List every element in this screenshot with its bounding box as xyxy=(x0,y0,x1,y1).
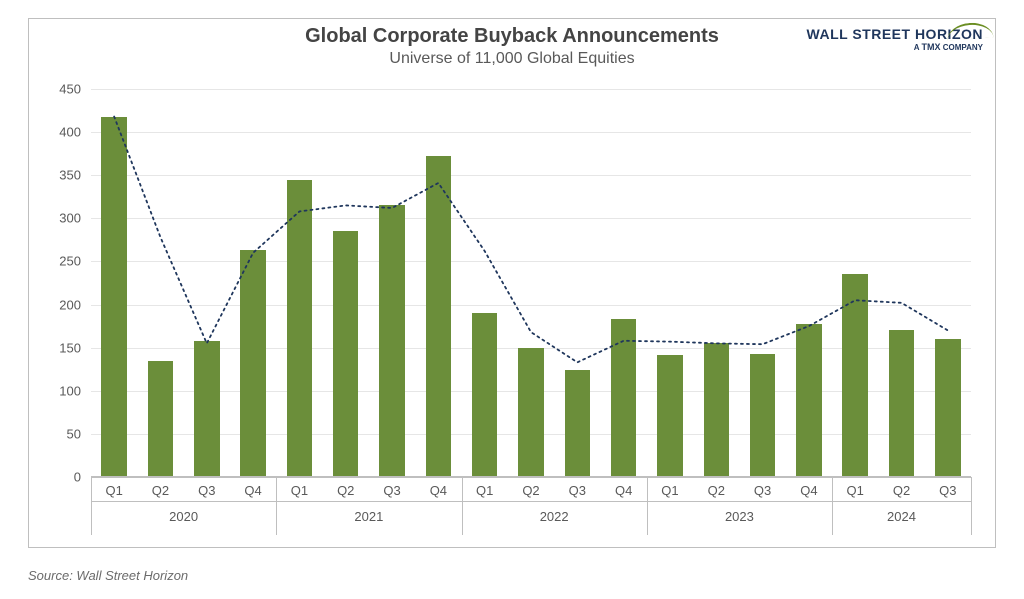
y-tick-label: 300 xyxy=(59,211,81,226)
bar-slot: Q1 xyxy=(832,89,878,477)
brand-logo-sub: A TMX COMPANY xyxy=(807,43,983,52)
group-separator xyxy=(832,477,833,535)
brand-logo-sub-brand: TMX xyxy=(921,42,940,52)
chart-subtitle: Universe of 11,000 Global Equities xyxy=(29,50,995,68)
bar xyxy=(796,324,821,477)
bar xyxy=(657,355,682,477)
bar-slot: Q4 xyxy=(786,89,832,477)
year-label: 2024 xyxy=(887,509,916,524)
bar-slot: Q1 xyxy=(462,89,508,477)
x-tick-label: Q3 xyxy=(754,483,771,498)
bar xyxy=(287,180,312,477)
bar-slot: Q3 xyxy=(184,89,230,477)
bar-slot: Q4 xyxy=(415,89,461,477)
y-tick-label: 400 xyxy=(59,125,81,140)
year-label: 2020 xyxy=(169,509,198,524)
bar-slot: Q4 xyxy=(600,89,646,477)
bar xyxy=(379,205,404,477)
x-tick-label: Q1 xyxy=(476,483,493,498)
bar-slot: Q3 xyxy=(739,89,785,477)
group-separator xyxy=(276,477,277,535)
bar xyxy=(565,370,590,477)
x-tick-label: Q3 xyxy=(939,483,956,498)
year-label: 2022 xyxy=(540,509,569,524)
y-tick-label: 350 xyxy=(59,168,81,183)
bar xyxy=(426,156,451,477)
y-tick-label: 200 xyxy=(59,297,81,312)
chart-frame: Global Corporate Buyback Announcements U… xyxy=(28,18,996,548)
x-tick-label: Q1 xyxy=(661,483,678,498)
page: Global Corporate Buyback Announcements U… xyxy=(0,0,1024,599)
x-tick-label: Q3 xyxy=(569,483,586,498)
year-label: 2023 xyxy=(725,509,754,524)
bar-slot: Q2 xyxy=(323,89,369,477)
bar xyxy=(889,330,914,477)
bar-slot: Q3 xyxy=(925,89,971,477)
bar xyxy=(750,354,775,477)
bar xyxy=(704,343,729,478)
bar-slot: Q1 xyxy=(91,89,137,477)
bar-slot: Q2 xyxy=(693,89,739,477)
group-separator xyxy=(462,477,463,535)
gridline xyxy=(91,477,971,478)
year-group-labels: 2020 2021 2022 2023 2024 xyxy=(91,503,971,535)
x-tick-label: Q3 xyxy=(383,483,400,498)
x-tick-label: Q3 xyxy=(198,483,215,498)
y-tick-label: 150 xyxy=(59,340,81,355)
bar xyxy=(101,117,126,477)
y-tick-label: 0 xyxy=(74,470,81,485)
bar-slot: Q3 xyxy=(369,89,415,477)
bar-slot: Q2 xyxy=(508,89,554,477)
bar xyxy=(611,319,636,477)
bars-row: Q1Q2Q3Q4Q1Q2Q3Q4Q1Q2Q3Q4Q1Q2Q3Q4Q1Q2Q3 xyxy=(91,89,971,477)
x-tick-label: Q4 xyxy=(244,483,261,498)
bar-slot: Q2 xyxy=(137,89,183,477)
x-axis-baseline xyxy=(91,476,971,477)
bar xyxy=(842,274,867,477)
x-tick-label: Q2 xyxy=(893,483,910,498)
bar-slot: Q4 xyxy=(230,89,276,477)
bar xyxy=(518,348,543,477)
x-tick-label: Q4 xyxy=(430,483,447,498)
bar xyxy=(333,231,358,477)
x-tick-label: Q2 xyxy=(522,483,539,498)
group-separator xyxy=(647,477,648,535)
x-tick-label: Q1 xyxy=(291,483,308,498)
y-tick-label: 100 xyxy=(59,383,81,398)
brand-logo: WALL STREET HORIZON A TMX COMPANY xyxy=(807,27,983,52)
bar-slot: Q3 xyxy=(554,89,600,477)
y-tick-label: 250 xyxy=(59,254,81,269)
bar-slot: Q1 xyxy=(276,89,322,477)
bar xyxy=(935,339,960,477)
plot-area: 050100150200250300350400450 Q1Q2Q3Q4Q1Q2… xyxy=(91,89,971,477)
year-label: 2021 xyxy=(354,509,383,524)
bar xyxy=(472,313,497,477)
x-tick-label: Q1 xyxy=(847,483,864,498)
bar-slot: Q1 xyxy=(647,89,693,477)
brand-logo-sub-suffix: COMPANY xyxy=(940,43,983,52)
source-attribution: Source: Wall Street Horizon xyxy=(28,568,188,583)
x-tick-label: Q1 xyxy=(105,483,122,498)
y-tick-label: 450 xyxy=(59,82,81,97)
x-tick-label: Q2 xyxy=(337,483,354,498)
bar xyxy=(194,341,219,477)
x-tick-label: Q4 xyxy=(615,483,632,498)
group-separator xyxy=(91,477,92,535)
group-baseline xyxy=(91,501,971,502)
x-tick-label: Q4 xyxy=(800,483,817,498)
x-tick-label: Q2 xyxy=(708,483,725,498)
brand-logo-main: WALL STREET HORIZON xyxy=(807,27,983,41)
bar xyxy=(240,250,265,477)
x-tick-label: Q2 xyxy=(152,483,169,498)
y-tick-label: 50 xyxy=(67,426,81,441)
bar xyxy=(148,361,173,477)
group-separator xyxy=(971,477,972,535)
bar-slot: Q2 xyxy=(878,89,924,477)
